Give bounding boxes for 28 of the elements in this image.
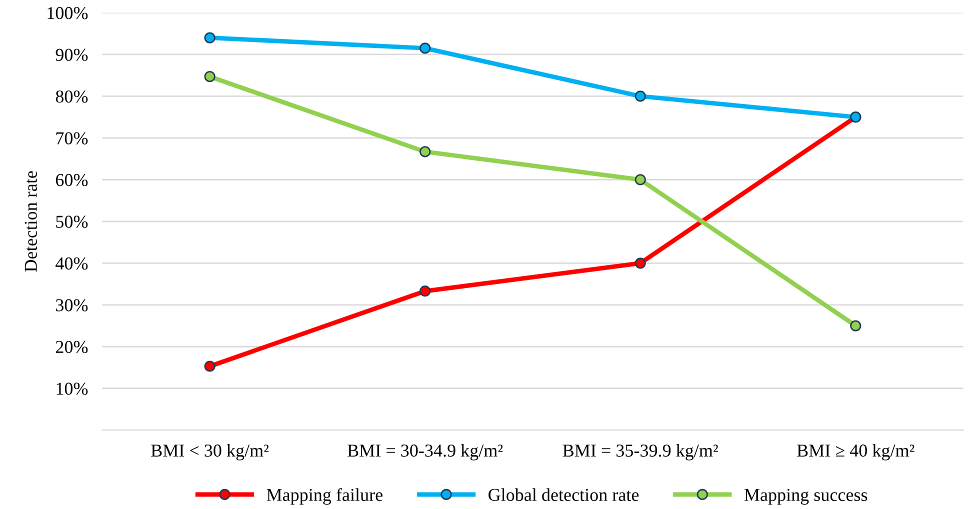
- x-tick-label: BMI = 35-39.9 kg/m²: [562, 444, 718, 460]
- legend-label: Mapping failure: [266, 488, 382, 505]
- point: [420, 286, 431, 297]
- y-tick-label: 80%: [56, 90, 88, 103]
- x-tick-label: BMI < 30 kg/m²: [151, 444, 269, 460]
- point: [420, 146, 431, 158]
- y-tick-label: 30%: [56, 299, 88, 312]
- point: [634, 174, 646, 186]
- y-tick-label: 60%: [56, 174, 88, 186]
- y-tick-label: 90%: [56, 48, 88, 61]
- y-tick-label: 100%: [48, 6, 88, 20]
- point: [204, 71, 216, 82]
- y-tick-label: 10%: [56, 382, 88, 395]
- legend-label: Mapping success: [744, 488, 868, 505]
- point: [204, 360, 216, 372]
- y-tick-label: 50%: [56, 216, 88, 228]
- x-tick-label: BMI ≥ 40 kg/m²: [797, 444, 914, 460]
- y-tick-label: 20%: [56, 340, 88, 354]
- point: [420, 42, 431, 54]
- point: [634, 90, 646, 102]
- x-tick-label: BMI = 30-34.9 kg/m²: [348, 444, 503, 460]
- y-tick-label: 70%: [56, 132, 88, 144]
- point: [204, 32, 216, 44]
- legend-label: Global detection rate: [488, 488, 639, 501]
- y-axis-title: Detection rate: [24, 171, 37, 272]
- point: [850, 320, 862, 332]
- y-tick-label: 40%: [56, 257, 88, 270]
- point: [634, 258, 646, 269]
